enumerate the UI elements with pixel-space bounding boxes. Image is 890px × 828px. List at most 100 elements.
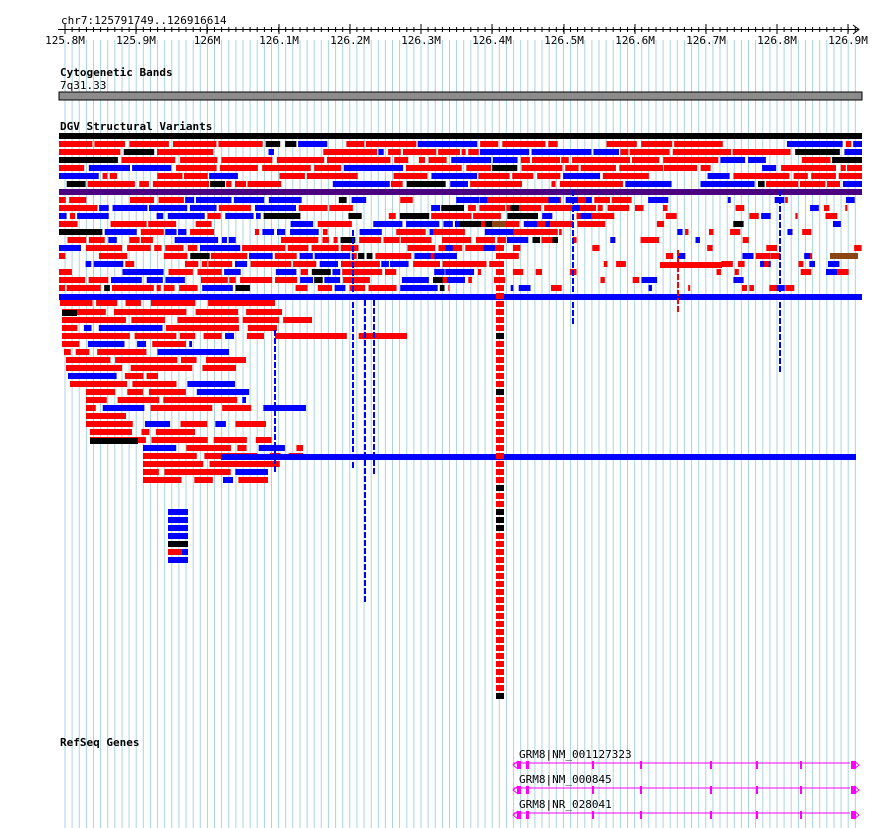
sv-feature <box>352 302 354 308</box>
sv-feature <box>352 342 354 348</box>
sv-feature <box>442 261 487 267</box>
sv-feature <box>720 157 746 163</box>
sv-feature <box>512 245 521 251</box>
ruler-tick-label: 125.9M <box>116 34 156 47</box>
sv-feature <box>364 460 366 466</box>
gene-intron-line <box>513 787 850 790</box>
gene-exon <box>526 761 529 769</box>
sv-feature <box>154 245 162 251</box>
sv-feature <box>373 444 375 450</box>
sv-feature <box>433 277 443 283</box>
sv-feature <box>276 157 325 163</box>
sv-feature <box>572 206 574 212</box>
gene-exon <box>592 811 594 819</box>
sv-feature <box>399 213 430 219</box>
sv-feature <box>448 285 450 291</box>
sv-feature <box>572 286 574 292</box>
sv-feature <box>235 285 251 291</box>
sv-feature <box>213 437 247 443</box>
sv-feature <box>99 205 109 211</box>
cytoband-track-title[interactable]: Cytogenetic Bands <box>60 66 173 79</box>
gene-label[interactable]: GRM8|NM_001127323 <box>519 748 632 761</box>
sv-feature <box>827 181 841 187</box>
sv-feature <box>373 412 375 418</box>
sv-feature <box>685 229 689 235</box>
sv-feature <box>62 309 106 315</box>
sv-feature <box>274 253 297 259</box>
sv-feature <box>454 221 496 227</box>
sv-feature <box>518 197 549 203</box>
gene-exon <box>851 811 856 819</box>
sv-feature <box>352 262 354 268</box>
sv-feature <box>727 197 731 203</box>
sv-feature <box>576 213 615 219</box>
dgv-track-title[interactable]: DGV Structural Variants <box>60 120 213 133</box>
sv-feature <box>202 285 233 291</box>
sv-feature <box>525 205 532 211</box>
sv-feature <box>364 532 366 538</box>
sv-feature <box>496 525 504 531</box>
gene-label[interactable]: GRM8|NR_028041 <box>519 798 612 811</box>
gene-exon <box>756 811 758 819</box>
sv-feature <box>496 581 504 587</box>
sv-feature <box>761 213 771 219</box>
sv-feature <box>250 261 292 267</box>
refseq-track-title[interactable]: RefSeq Genes <box>60 736 140 749</box>
sv-feature <box>634 205 644 211</box>
sv-feature <box>779 206 781 212</box>
sv-feature <box>496 629 504 635</box>
sv-feature <box>496 693 504 699</box>
sv-feature <box>174 237 219 243</box>
strand-arrow-icon <box>853 785 860 795</box>
sv-feature <box>68 373 117 379</box>
sv-feature <box>632 277 640 283</box>
sv-feature <box>677 306 679 312</box>
gene-label[interactable]: GRM8|NM_000845 <box>519 773 612 786</box>
sv-feature <box>496 389 504 395</box>
sv-feature <box>383 237 400 243</box>
sv-feature <box>479 205 506 211</box>
sv-feature <box>59 133 862 139</box>
sv-feature <box>373 348 375 354</box>
sv-feature <box>98 253 128 259</box>
sv-feature <box>242 317 280 323</box>
gene-exon <box>710 811 712 819</box>
sv-feature <box>346 141 365 147</box>
sv-feature <box>180 157 218 163</box>
sv-feature <box>749 285 754 291</box>
sv-feature <box>537 173 561 179</box>
sv-feature <box>516 229 558 235</box>
sv-feature <box>572 222 574 228</box>
ruler-tick-label: 126M <box>193 34 221 47</box>
sv-feature <box>189 205 217 211</box>
sv-feature <box>785 197 788 203</box>
sv-feature <box>492 157 518 163</box>
sv-feature <box>274 354 276 360</box>
sv-feature <box>496 557 504 563</box>
sv-feature <box>364 340 366 346</box>
sv-feature <box>733 277 744 283</box>
sv-feature <box>274 386 276 392</box>
sv-feature <box>766 181 799 187</box>
sv-feature <box>405 165 462 171</box>
sv-feature <box>413 261 440 267</box>
sv-feature <box>364 500 366 506</box>
cytoband-bar <box>58 91 863 101</box>
sv-feature <box>352 390 354 396</box>
sv-feature <box>443 221 453 227</box>
gene-exon <box>592 786 594 794</box>
sv-feature <box>603 261 608 267</box>
sv-feature <box>158 197 184 203</box>
sv-feature <box>707 245 713 251</box>
sv-feature <box>148 205 188 211</box>
sv-feature <box>466 165 491 171</box>
gene-exon <box>526 811 529 819</box>
sv-feature <box>431 205 441 211</box>
strand-arrow-icon <box>512 760 519 770</box>
ruler-tick-label: 125.8M <box>45 34 85 47</box>
sv-feature <box>388 149 401 155</box>
sv-feature <box>290 221 314 227</box>
sv-feature <box>207 213 221 219</box>
sv-feature <box>165 245 184 251</box>
sv-feature <box>180 421 208 427</box>
